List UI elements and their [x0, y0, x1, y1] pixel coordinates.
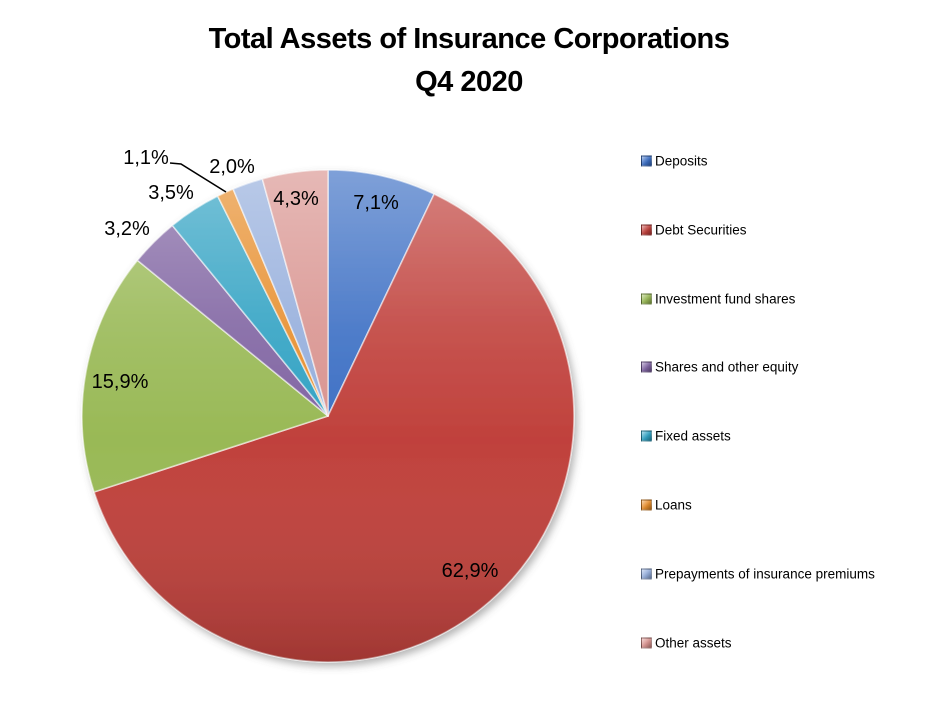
- slice-label-other-assets: 4,3%: [273, 188, 319, 210]
- slice-label-deposits: 7,1%: [353, 192, 399, 214]
- chart-title-line2: Q4 2020: [415, 66, 523, 98]
- leader-line-loans: [169, 162, 227, 193]
- slice-label-fixed-assets: 3,5%: [148, 182, 194, 204]
- slice-label-loans: 1,1%: [123, 147, 169, 169]
- slice-label-debt-securities: 62,9%: [442, 560, 499, 582]
- slice-label-prepayments-of-insurance-premiums: 2,0%: [209, 156, 255, 178]
- slice-label-shares-and-other-equity: 3,2%: [104, 218, 150, 240]
- pie-slices: [81, 169, 575, 663]
- slice-label-investment-fund-shares: 15,9%: [92, 371, 149, 393]
- chart-title: Total Assets of Insurance Corporations Q…: [0, 18, 938, 104]
- chart-title-line1: Total Assets of Insurance Corporations: [208, 23, 730, 55]
